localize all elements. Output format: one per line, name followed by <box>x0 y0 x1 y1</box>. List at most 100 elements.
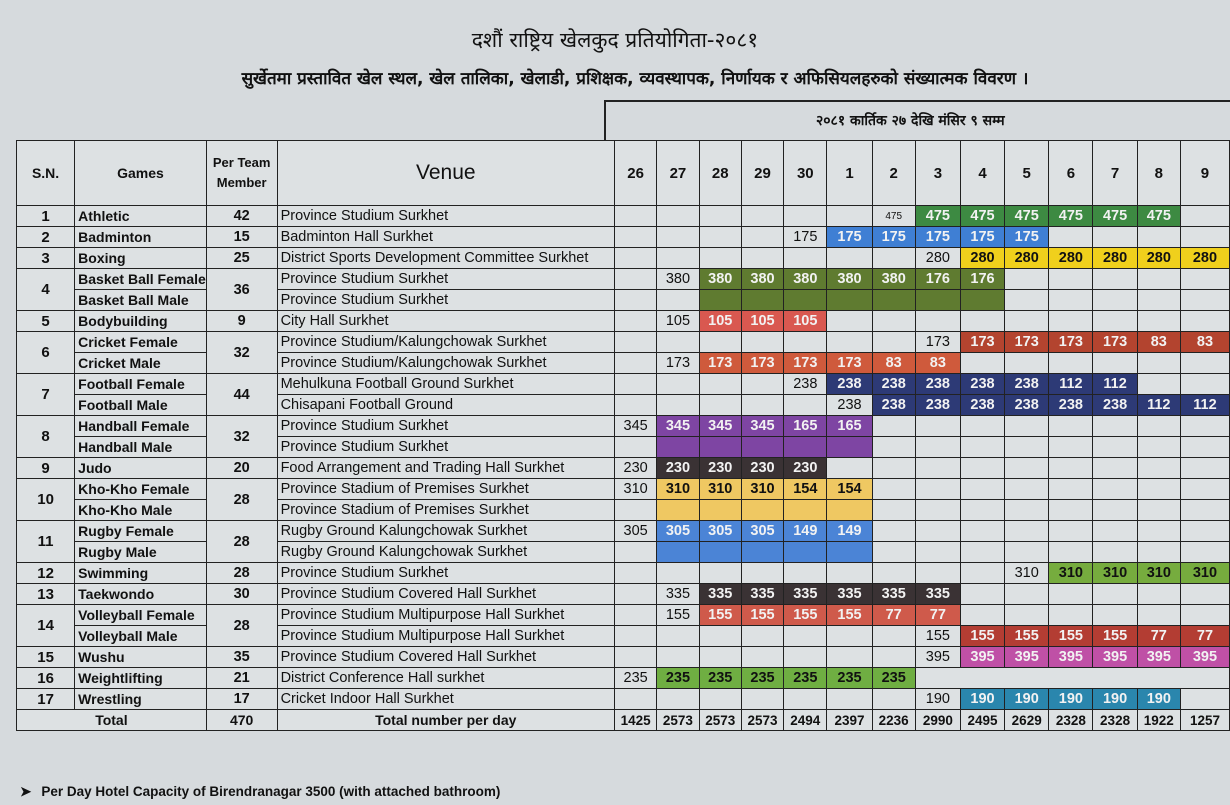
day-cell <box>826 625 873 647</box>
day-cell <box>1092 541 1138 563</box>
table-row: 13 Taekwondo 30 Province Studium Covered Ha… <box>15 583 1230 605</box>
day-cell <box>1179 520 1230 542</box>
row-venue: Province Studium Surkhet <box>276 415 615 437</box>
row-sn: 1 <box>15 205 76 227</box>
document-subtitle: सुर्खेतमा प्रस्तावित खेल स्थल, खेल तालिक… <box>241 69 1029 89</box>
empty-merged-cell <box>915 667 1230 689</box>
row-sn: 14 <box>15 604 76 647</box>
day-cell <box>826 499 873 521</box>
day-cell <box>698 625 742 647</box>
day-cell <box>613 436 658 458</box>
header-day: 30 <box>783 140 828 206</box>
row-game: Rugby Male <box>74 541 207 563</box>
day-cell <box>1004 478 1050 500</box>
day-cell: 280 <box>1048 247 1094 269</box>
total-day-cell: 2573 <box>698 709 742 731</box>
day-cell: 173 <box>826 352 873 374</box>
day-cell: 230 <box>740 457 785 479</box>
day-cell: 175 <box>783 226 828 248</box>
day-cell <box>740 499 785 521</box>
day-cell <box>1179 436 1230 458</box>
day-cell <box>1136 541 1181 563</box>
total-per-team: 470 <box>205 709 278 731</box>
row-game: Volleyball Male <box>74 625 207 647</box>
table-row: 12 Swimming 28 Province Studium Surkhet 310 3… <box>15 562 1230 584</box>
day-cell: 112 <box>1092 373 1138 395</box>
day-cell <box>656 373 700 395</box>
day-cell <box>1004 520 1050 542</box>
row-sn: 2 <box>15 226 76 248</box>
row-game: Cricket Male <box>74 352 207 374</box>
day-cell <box>1092 478 1138 500</box>
day-cell: 173 <box>698 352 742 374</box>
day-cell <box>656 646 700 668</box>
day-cell: 238 <box>959 373 1006 395</box>
day-cell <box>1048 289 1094 311</box>
day-cell: 475 <box>1136 205 1181 227</box>
row-per-team: 42 <box>205 205 278 227</box>
day-cell <box>871 499 916 521</box>
day-cell: 77 <box>871 604 916 626</box>
day-cell <box>914 499 961 521</box>
day-cell <box>1048 352 1094 374</box>
hotel-capacity-note: ➤ Per Day Hotel Capacity of Birendranagar… <box>20 784 500 800</box>
row-venue: Province Studium Covered Hall Surkhet <box>276 583 615 605</box>
day-cell <box>1048 583 1094 605</box>
day-cell: 310 <box>1092 562 1138 584</box>
row-game: Weightlifting <box>74 667 207 689</box>
day-cell: 280 <box>1004 247 1050 269</box>
day-cell: 238 <box>783 373 828 395</box>
day-cell <box>1048 541 1094 563</box>
day-cell: 105 <box>783 310 828 332</box>
day-cell: 475 <box>1048 205 1094 227</box>
day-cell: 380 <box>698 268 742 290</box>
table-row: Rugby Male Rugby Ground Kalungchowak Surk… <box>17 541 1230 563</box>
day-cell: 395 <box>914 646 961 668</box>
row-per-team: 17 <box>205 688 278 710</box>
day-cell <box>613 541 658 563</box>
day-cell: 305 <box>740 520 785 542</box>
day-cell <box>1004 310 1050 332</box>
day-cell <box>871 247 916 269</box>
day-cell: 105 <box>740 310 785 332</box>
total-day-cell: 2236 <box>871 709 916 731</box>
day-cell: 380 <box>826 268 873 290</box>
row-venue: City Hall Surkhet <box>276 310 615 332</box>
header-day: 9 <box>1179 140 1230 206</box>
day-cell: 235 <box>826 667 873 689</box>
day-cell <box>1179 688 1230 710</box>
day-cell <box>1136 478 1181 500</box>
header-day: 27 <box>656 140 700 206</box>
day-cell <box>740 205 785 227</box>
day-cell <box>914 415 961 437</box>
day-cell <box>1004 289 1050 311</box>
day-cell <box>871 520 916 542</box>
day-cell <box>613 604 658 626</box>
day-cell <box>959 310 1006 332</box>
day-cell <box>959 436 1006 458</box>
day-cell <box>698 394 742 416</box>
day-cell <box>740 373 785 395</box>
day-cell <box>613 625 658 647</box>
day-cell: 149 <box>826 520 873 542</box>
day-cell: 238 <box>871 394 916 416</box>
date-range-banner: २०८१ कार्तिक २७ देखि मंसिर ९ सम्म <box>604 100 1230 140</box>
day-cell <box>914 310 961 332</box>
day-cell <box>1136 373 1181 395</box>
day-cell: 173 <box>1004 331 1050 353</box>
day-cell <box>1092 499 1138 521</box>
day-cell <box>1179 373 1230 395</box>
total-day-cell: 2495 <box>959 709 1006 731</box>
day-cell <box>959 541 1006 563</box>
day-cell: 238 <box>826 373 873 395</box>
day-cell <box>656 331 700 353</box>
day-cell <box>1179 478 1230 500</box>
day-cell <box>613 688 658 710</box>
header-day: 5 <box>1004 140 1050 206</box>
day-cell <box>1048 478 1094 500</box>
row-venue: Province Studium/Kalungchowak Surkhet <box>276 331 615 353</box>
day-cell: 77 <box>1179 625 1230 647</box>
day-cell: 310 <box>613 478 658 500</box>
day-cell: 175 <box>826 226 873 248</box>
day-cell: 335 <box>656 583 700 605</box>
